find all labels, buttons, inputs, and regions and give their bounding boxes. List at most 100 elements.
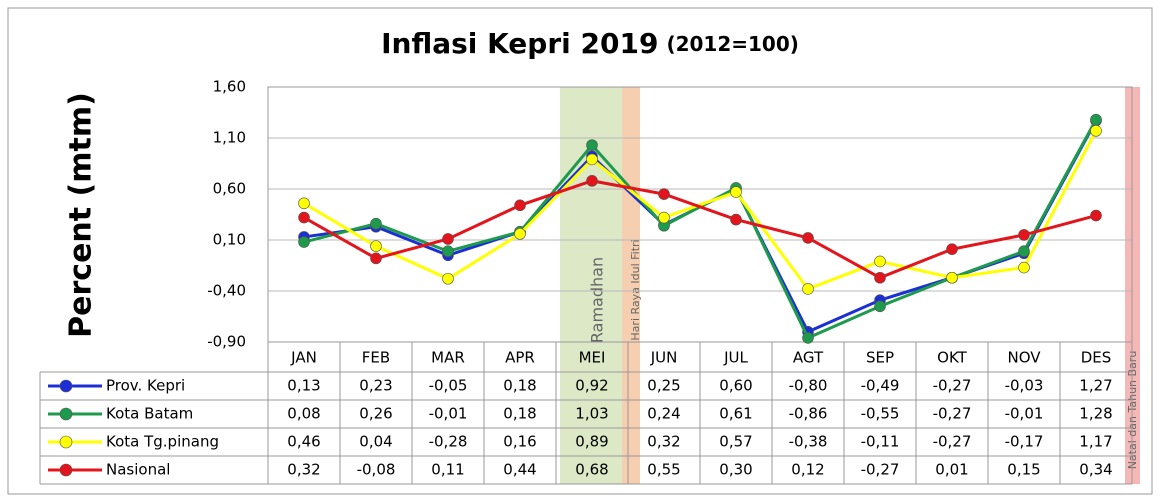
table-value: -0,08 [357,461,396,479]
annotation-label: Hari Raya Idul Fitri [629,239,642,340]
legend-label: Nasional [106,461,170,479]
x-tick-label: AGT [793,349,824,367]
data-point [298,211,310,224]
x-tick-label: MAR [431,349,465,367]
data-point [1090,113,1102,126]
data-point [370,217,382,230]
legend-marker [59,379,73,393]
table-value: 0,30 [719,461,752,479]
table-value: 0,34 [1079,461,1112,479]
table-value: 1,03 [575,405,608,423]
x-tick-label: NOV [1007,349,1041,367]
data-point [298,236,310,248]
legend-marker [59,435,73,449]
y-tick-label: 0,10 [213,231,246,249]
legend-label: Kota Batam [106,405,193,423]
table-value: 1,28 [1079,405,1112,423]
table-value: 0,92 [575,377,608,395]
x-tick-label: MEI [579,349,606,367]
table-value: 0,61 [719,405,752,423]
y-tick-label: 1,60 [213,78,246,96]
table-value: -0,86 [789,405,828,423]
legend-marker [59,407,73,421]
data-point [514,228,526,240]
data-point [586,153,598,166]
data-point [514,199,526,212]
data-point [1090,125,1102,137]
x-tick-label: APR [505,349,535,367]
y-tick-label: 1,10 [213,129,246,147]
data-point [730,213,742,226]
table-value: 0,68 [575,461,608,479]
table-value: -0,27 [933,433,972,451]
table-value: 0,11 [431,461,464,479]
table-value: 1,17 [1079,433,1112,451]
table-value: 0,16 [503,433,536,451]
subtitle: (2012=100) [666,32,798,56]
table-value: 0,46 [287,433,320,451]
series-line [303,130,1098,291]
data-point [802,332,814,344]
table-value: 0,18 [503,405,536,423]
y-tick-label: -0,40 [207,282,246,300]
table-value: -0,49 [861,377,900,395]
chart-title: Inflasi Kepri 2019 (2012=100) [381,27,799,60]
x-tick-label: JAN [290,349,317,367]
table-value: 0,23 [359,377,392,395]
data-point [802,232,814,244]
table-value: -0,01 [429,405,468,423]
data-point [1018,229,1030,241]
legend-label: Kota Tg.pinang [106,433,219,451]
legend-marker [59,463,73,477]
table-value: 0,89 [575,433,608,451]
data-point [874,300,886,313]
data-point [730,186,742,198]
table-value: -0,27 [861,461,900,479]
x-tick-label: JUN [650,349,678,367]
table-value: 0,57 [719,433,752,451]
data-point [946,243,958,255]
data-point [442,245,454,258]
table-value: 0,01 [935,461,968,479]
data-point [1090,209,1102,222]
data-point [298,197,310,210]
table-value: -0,03 [1005,377,1044,395]
data-point [874,255,886,268]
table-value: -0,55 [861,405,900,423]
table-value: 0,04 [359,433,392,451]
table-value: 0,24 [647,405,680,423]
data-point [802,283,814,295]
data-point [1018,245,1030,258]
table-value: 0,12 [791,461,824,479]
y-axis-label: Percent (mtm) [64,92,99,338]
table-value: 1,27 [1079,377,1112,395]
table-value: 0,25 [647,377,680,395]
data-point [1018,261,1030,274]
data-point [370,252,382,265]
table-value: 0,08 [287,405,320,423]
table-value: 0,60 [719,377,752,395]
data-point [442,272,454,285]
x-tick-label: FEB [362,349,390,367]
table-value: -0,80 [789,377,828,395]
data-point [370,240,382,252]
table-value: 0,15 [1007,461,1040,479]
data-point [874,271,886,284]
x-tick-label: DES [1081,349,1112,367]
data-point [586,175,598,187]
y-tick-label: -0,90 [207,333,246,351]
data-point [442,233,454,245]
annotation-label: Ramadhan [588,257,607,343]
x-tick-label: SEP [866,349,894,367]
table-value: 0,32 [647,433,680,451]
table-value: -0,27 [933,405,972,423]
x-tick-label: JUL [723,349,748,367]
legend-label: Prov. Kepri [106,377,185,395]
table-value: 0,26 [359,405,392,423]
table-value: -0,05 [429,377,468,395]
table-value: 0,32 [287,461,320,479]
title: Inflasi Kepri 2019 [381,27,658,60]
x-tick-label: OKT [937,349,967,367]
data-point [586,139,598,151]
